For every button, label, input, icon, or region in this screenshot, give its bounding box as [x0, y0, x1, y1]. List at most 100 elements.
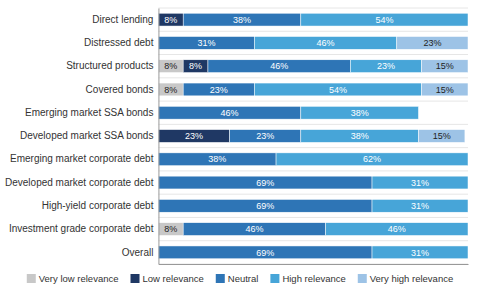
y-tick-label: High-yield corporate debt	[42, 200, 154, 211]
y-tick: Covered bonds	[86, 84, 159, 95]
legend-item: Neutral	[216, 273, 259, 284]
plot: 8%8%8%23%8%8%69%46%69%69%38%23%46%23%46%…	[5, 8, 469, 265]
y-tick-label: Structured products	[66, 60, 153, 71]
legend-swatch	[131, 274, 140, 283]
series	[397, 37, 468, 143]
bar	[468, 13, 469, 26]
data-label: 69%	[256, 201, 274, 211]
bar	[158, 153, 276, 166]
bar	[301, 130, 419, 143]
bar	[158, 199, 372, 212]
x-axis-line	[159, 264, 469, 265]
data-label: 38%	[208, 154, 226, 164]
bar	[208, 60, 350, 73]
grid-line	[158, 240, 468, 241]
bar	[326, 223, 468, 236]
y-tick-label: Developed market SSA bonds	[20, 130, 153, 141]
data-label: 8%	[164, 224, 177, 234]
y-tick-label: Developed market corporate debt	[5, 177, 154, 188]
bar	[372, 246, 468, 259]
bar	[183, 223, 325, 236]
legend-item: High relevance	[270, 273, 345, 284]
y-tick: Developed market SSA bonds	[20, 130, 158, 141]
bar	[350, 60, 421, 73]
bar	[158, 83, 183, 96]
grid-line	[158, 31, 468, 32]
data-label: 31%	[411, 178, 429, 188]
bar	[468, 153, 469, 166]
y-tick: Developed market corporate debt	[5, 177, 158, 188]
legend-label: Very low relevance	[39, 273, 119, 284]
bar	[301, 13, 468, 26]
bar	[397, 37, 468, 50]
bar	[158, 106, 300, 119]
legend-label: Very high relevance	[370, 273, 453, 284]
bar	[418, 106, 419, 119]
data-label: 38%	[351, 131, 369, 141]
bar	[468, 176, 469, 189]
legend: Very low relevance Low relevance Neutral Hi…	[27, 273, 453, 284]
bar	[418, 130, 464, 143]
bar	[158, 130, 229, 143]
grid-line	[158, 124, 468, 125]
y-tick-label: Distressed debt	[84, 37, 154, 48]
data-label: 54%	[375, 15, 393, 25]
legend-swatch	[216, 274, 225, 283]
bar	[183, 83, 254, 96]
grid-line	[158, 54, 468, 55]
y-axis: Direct lending Distressed debt Structured …	[5, 9, 159, 265]
legend-label: Low relevance	[143, 273, 204, 284]
data-labels: 8%8%8%23%8%8%69%46%69%69%38%23%46%23%46%…	[164, 15, 453, 258]
y-tick: Direct lending	[92, 14, 158, 25]
bar	[468, 246, 469, 259]
grid-line	[158, 217, 468, 218]
bar	[254, 83, 421, 96]
grid	[158, 8, 468, 264]
bar	[158, 223, 183, 236]
series	[158, 13, 229, 142]
grid-line	[158, 264, 468, 265]
data-label: 23%	[377, 61, 395, 71]
grid-line	[158, 77, 468, 78]
data-label: 8%	[164, 85, 177, 95]
grid-line	[158, 194, 468, 195]
data-label: 23%	[185, 131, 203, 141]
bar	[254, 37, 396, 50]
data-label: 31%	[197, 38, 215, 48]
data-label: 46%	[317, 38, 335, 48]
y-tick: Structured products	[66, 60, 158, 71]
data-label: 46%	[270, 61, 288, 71]
bar	[468, 199, 469, 212]
data-label: 23%	[256, 131, 274, 141]
bar	[372, 176, 468, 189]
y-tick-label: Overall	[122, 247, 154, 258]
grid-line	[158, 101, 468, 102]
legend-label: High relevance	[282, 273, 345, 284]
chart: Very low relevance Low relevance Neutral Hi…	[0, 0, 480, 292]
y-tick: Overall	[122, 247, 159, 258]
bar	[230, 130, 301, 143]
data-label: 54%	[329, 85, 347, 95]
y-tick: Emerging market corporate debt	[10, 153, 158, 164]
bar	[158, 246, 372, 259]
data-label: 15%	[433, 131, 451, 141]
x-axis	[159, 264, 469, 265]
grid-line	[158, 170, 468, 171]
legend-swatch	[358, 274, 367, 283]
data-label: 69%	[256, 178, 274, 188]
data-label: 69%	[256, 248, 274, 258]
bar	[372, 199, 468, 212]
y-tick-label: Covered bonds	[86, 84, 154, 95]
bar	[158, 60, 183, 73]
data-label: 15%	[436, 61, 454, 71]
bar	[158, 176, 372, 189]
data-label: 23%	[423, 38, 441, 48]
data-label: 8%	[164, 15, 177, 25]
y-tick: Emerging market SSA bonds	[25, 107, 158, 118]
data-label: 23%	[210, 85, 228, 95]
data-label: 15%	[436, 85, 454, 95]
legend-item: Very low relevance	[27, 273, 119, 284]
y-tick: Investment grade corporate debt	[9, 223, 159, 234]
y-tick: High-yield corporate debt	[42, 200, 159, 211]
data-label: 46%	[221, 108, 239, 118]
